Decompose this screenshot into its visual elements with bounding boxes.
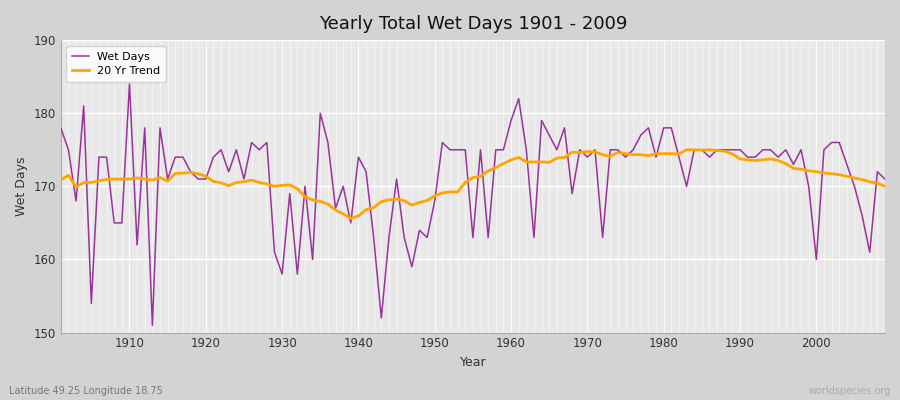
Wet Days <box>147 323 158 328</box>
Line: Wet Days: Wet Days <box>61 84 885 325</box>
20 Yr Trend <box>506 158 517 162</box>
Wet Days <box>613 147 624 152</box>
20 Yr Trend <box>879 184 890 189</box>
Wet Days <box>879 177 890 182</box>
Text: worldspecies.org: worldspecies.org <box>809 386 891 396</box>
Wet Days <box>521 147 532 152</box>
Wet Days <box>56 126 67 130</box>
Y-axis label: Wet Days: Wet Days <box>15 156 28 216</box>
20 Yr Trend <box>284 182 295 187</box>
X-axis label: Year: Year <box>460 356 486 369</box>
20 Yr Trend <box>346 216 356 221</box>
Legend: Wet Days, 20 Yr Trend: Wet Days, 20 Yr Trend <box>67 46 166 82</box>
Wet Days <box>513 96 524 101</box>
20 Yr Trend <box>513 155 524 160</box>
Title: Yearly Total Wet Days 1901 - 2009: Yearly Total Wet Days 1901 - 2009 <box>319 15 627 33</box>
Wet Days <box>116 220 127 225</box>
Wet Days <box>346 220 356 225</box>
20 Yr Trend <box>605 154 616 159</box>
20 Yr Trend <box>681 147 692 152</box>
Line: 20 Yr Trend: 20 Yr Trend <box>61 150 885 218</box>
Wet Days <box>124 82 135 86</box>
Wet Days <box>300 184 310 189</box>
20 Yr Trend <box>116 177 127 182</box>
20 Yr Trend <box>56 177 67 182</box>
20 Yr Trend <box>330 208 341 212</box>
Text: Latitude 49.25 Longitude 18.75: Latitude 49.25 Longitude 18.75 <box>9 386 163 396</box>
